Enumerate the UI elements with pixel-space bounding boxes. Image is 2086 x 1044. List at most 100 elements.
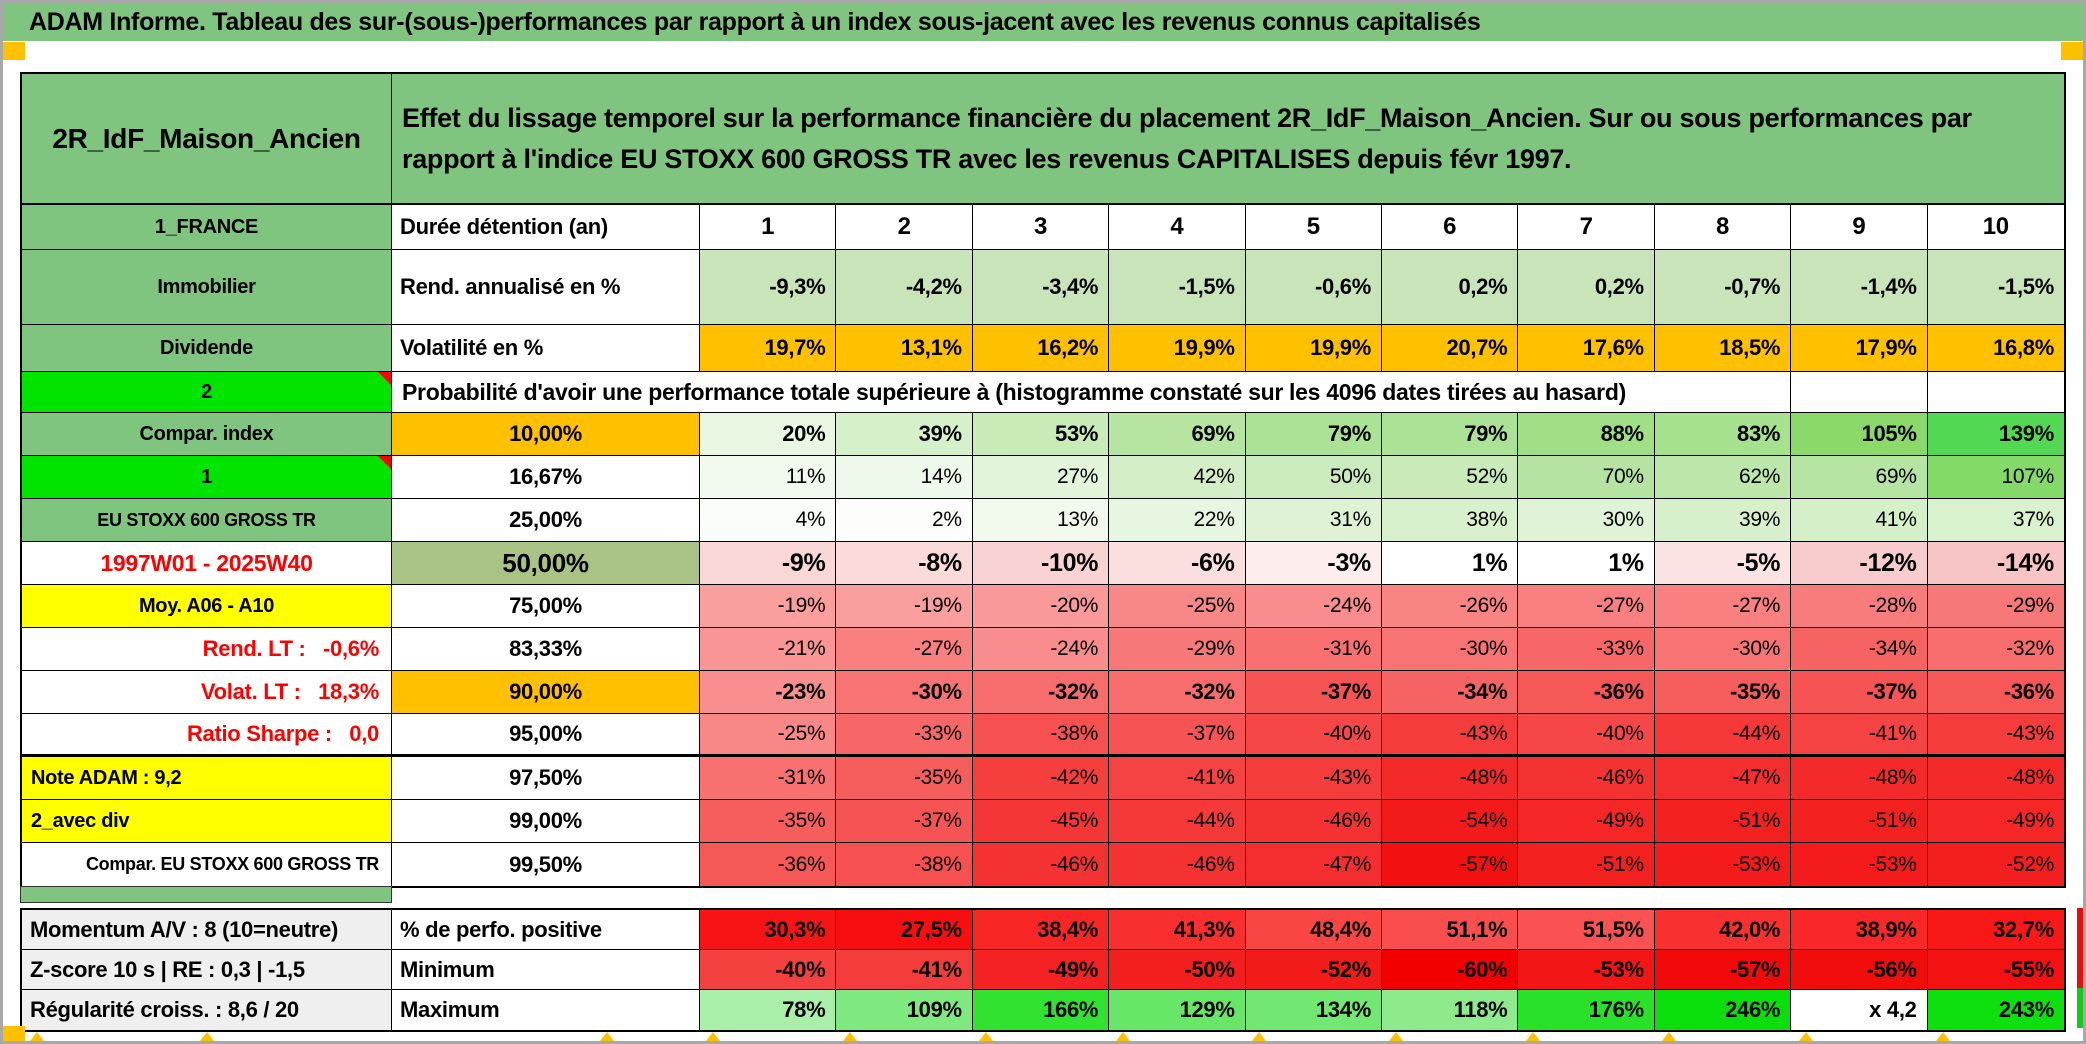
data-cell[interactable]: 0,2% [1518, 250, 1655, 325]
data-cell[interactable]: -30% [836, 671, 973, 714]
percentile-cell[interactable]: 99,00% [392, 800, 700, 843]
data-cell[interactable]: -27% [1518, 585, 1655, 628]
data-cell[interactable]: 79% [1245, 413, 1382, 456]
empty-cell[interactable] [1927, 372, 2064, 413]
data-cell[interactable]: -48% [1381, 757, 1519, 800]
row-label-cell[interactable]: Momentum A/V : 8 (10=neutre) [22, 910, 392, 950]
data-cell[interactable]: -40% [1245, 714, 1382, 757]
duration-header-cell[interactable]: 7 [1518, 205, 1655, 250]
data-cell[interactable]: -60% [1381, 950, 1519, 990]
data-cell[interactable]: -0,7% [1654, 250, 1792, 325]
data-cell[interactable]: -12% [1791, 542, 1928, 585]
data-cell[interactable]: 16,2% [972, 325, 1110, 372]
row-label-cell[interactable]: 1_FRANCE [22, 205, 392, 250]
data-cell[interactable]: -52% [1245, 950, 1382, 990]
row-label-cell[interactable]: Dividende [22, 325, 392, 372]
data-cell[interactable]: -53% [1518, 950, 1655, 990]
data-cell[interactable]: 129% [1109, 990, 1246, 1030]
data-cell[interactable]: -43% [1381, 714, 1519, 757]
data-cell[interactable]: -55% [1927, 950, 2064, 990]
empty-cell[interactable] [1791, 372, 1928, 413]
data-cell[interactable]: -51% [1518, 843, 1655, 886]
data-cell[interactable]: 70% [1518, 456, 1655, 499]
data-cell[interactable]: -25% [1109, 585, 1246, 628]
data-cell[interactable]: -41% [836, 950, 973, 990]
percentile-cell[interactable]: 83,33% [392, 628, 700, 671]
data-cell[interactable]: -5% [1654, 542, 1792, 585]
data-cell[interactable]: 69% [1109, 413, 1246, 456]
data-cell[interactable]: -27% [836, 628, 973, 671]
percentile-cell[interactable]: 90,00% [392, 671, 700, 714]
data-cell[interactable]: 1% [1518, 542, 1655, 585]
data-cell[interactable]: 42,0% [1654, 910, 1792, 950]
data-cell[interactable]: -35% [836, 757, 973, 800]
data-cell[interactable]: -51% [1791, 800, 1928, 843]
data-cell[interactable]: -36% [1927, 671, 2064, 714]
data-cell[interactable]: -34% [1791, 628, 1928, 671]
data-cell[interactable]: -33% [836, 714, 973, 757]
row-label-cell[interactable]: 2 [22, 372, 392, 413]
data-cell[interactable]: 16,8% [1927, 325, 2064, 372]
row-label-cell[interactable]: EU STOXX 600 GROSS TR [22, 499, 392, 542]
data-cell[interactable]: -48% [1927, 757, 2064, 800]
data-cell[interactable]: 39% [1654, 499, 1792, 542]
data-cell[interactable]: -42% [972, 757, 1110, 800]
data-cell[interactable]: -9,3% [700, 250, 837, 325]
data-cell[interactable]: 243% [1927, 990, 2064, 1030]
data-cell[interactable]: -0,6% [1245, 250, 1382, 325]
data-cell[interactable]: 0,2% [1381, 250, 1519, 325]
data-cell[interactable]: -45% [972, 800, 1110, 843]
data-cell[interactable]: -32% [1927, 628, 2064, 671]
data-cell[interactable]: -30% [1654, 628, 1792, 671]
data-cell[interactable]: 37% [1927, 499, 2064, 542]
row-label-cell[interactable]: 1997W01 - 2025W40 [22, 542, 392, 585]
data-cell[interactable]: 31% [1245, 499, 1382, 542]
data-cell[interactable]: -4,2% [836, 250, 973, 325]
data-cell[interactable]: -19% [700, 585, 837, 628]
data-cell[interactable]: -41% [1791, 714, 1928, 757]
data-cell[interactable]: 2% [836, 499, 973, 542]
data-cell[interactable]: -25% [700, 714, 837, 757]
data-cell[interactable]: 38,9% [1791, 910, 1928, 950]
data-cell[interactable]: -26% [1381, 585, 1519, 628]
data-cell[interactable]: 30% [1518, 499, 1655, 542]
data-cell[interactable]: -14% [1927, 542, 2064, 585]
data-cell[interactable]: -23% [700, 671, 837, 714]
data-cell[interactable]: 83% [1654, 413, 1792, 456]
duration-header-cell[interactable]: 6 [1381, 205, 1519, 250]
duration-header-cell[interactable]: 9 [1791, 205, 1928, 250]
data-cell[interactable]: 41% [1791, 499, 1928, 542]
data-cell[interactable]: -36% [700, 843, 837, 886]
row-label-cell[interactable]: Volat. LT : 18,3% [22, 671, 392, 714]
data-cell[interactable]: -41% [1109, 757, 1246, 800]
data-cell[interactable]: 18,5% [1654, 325, 1792, 372]
percentile-cell[interactable]: 97,50% [392, 757, 700, 800]
data-cell[interactable]: -40% [1518, 714, 1655, 757]
data-cell[interactable]: -57% [1381, 843, 1519, 886]
placement-name-cell[interactable]: 2R_IdF_Maison_Ancien [22, 74, 392, 205]
data-cell[interactable]: 52% [1381, 456, 1519, 499]
data-cell[interactable]: -3% [1245, 542, 1382, 585]
data-cell[interactable]: 39% [836, 413, 973, 456]
data-cell[interactable]: -24% [1245, 585, 1382, 628]
data-cell[interactable]: 42% [1109, 456, 1246, 499]
data-cell[interactable]: -46% [1109, 843, 1246, 886]
data-cell[interactable]: -27% [1654, 585, 1792, 628]
data-cell[interactable]: 22% [1109, 499, 1246, 542]
data-cell[interactable]: -49% [1518, 800, 1655, 843]
data-cell[interactable]: 53% [972, 413, 1110, 456]
data-cell[interactable]: -56% [1791, 950, 1928, 990]
percentile-cell[interactable]: 25,00% [392, 499, 700, 542]
data-cell[interactable]: -46% [1245, 800, 1382, 843]
data-cell[interactable]: -32% [1109, 671, 1246, 714]
data-cell[interactable]: 17,9% [1791, 325, 1928, 372]
duration-header-cell[interactable]: 10 [1927, 205, 2064, 250]
data-cell[interactable]: -28% [1791, 585, 1928, 628]
data-cell[interactable]: -51% [1654, 800, 1792, 843]
row-label-cell[interactable]: Note ADAM : 9,2 [22, 757, 392, 800]
data-cell[interactable]: -35% [1654, 671, 1792, 714]
data-cell[interactable]: 50% [1245, 456, 1382, 499]
data-cell[interactable]: -46% [972, 843, 1110, 886]
data-cell[interactable]: 30,3% [700, 910, 837, 950]
data-cell[interactable]: 19,9% [1109, 325, 1246, 372]
